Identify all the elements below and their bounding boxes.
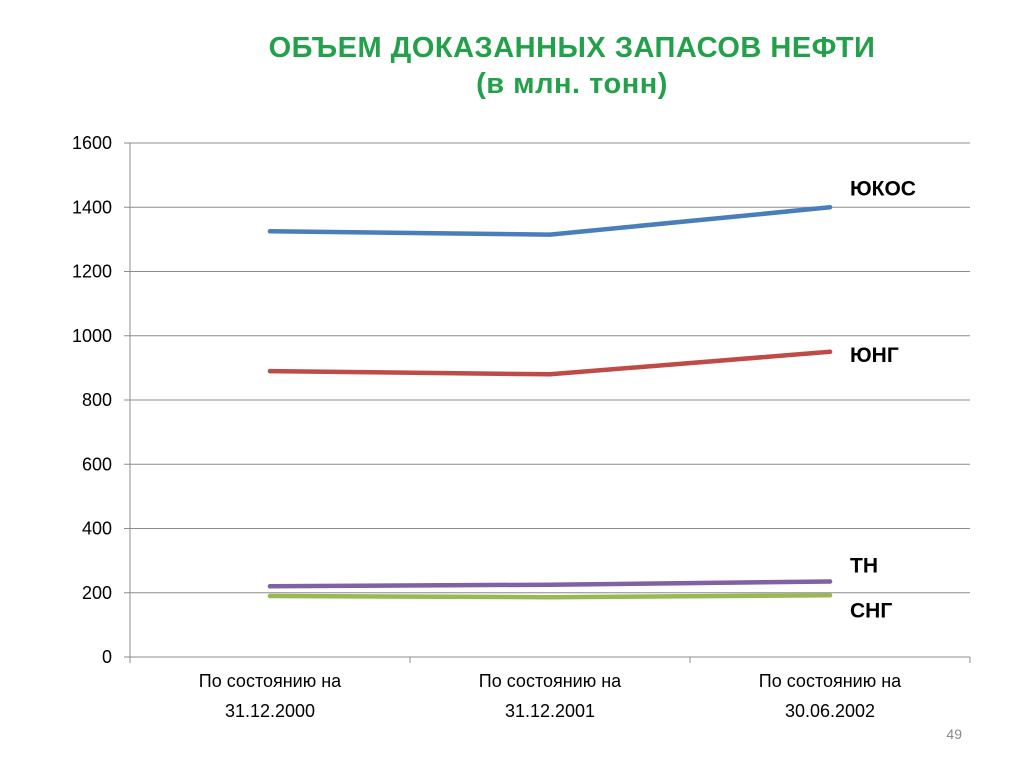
y-tick-label-1600: 1600	[72, 133, 112, 153]
series-2-point-2	[827, 579, 833, 584]
series-1-point-1	[547, 372, 553, 377]
series-0-point-1	[547, 232, 553, 237]
series-3-point-1	[547, 595, 553, 600]
title-line-2: (в млн. тонн)	[476, 68, 668, 100]
y-tick-label-400: 400	[82, 519, 112, 539]
series-label-3: СНГ	[850, 599, 892, 622]
x-category-label-1-line-0: По состоянию на	[479, 671, 622, 691]
title-line-1: ОБЪЕМ ДОКАЗАННЫХ ЗАПАСОВ НЕФТИ	[268, 32, 876, 64]
series-1-point-0	[267, 368, 273, 374]
x-category-label-0-line-0: По состоянию на	[199, 671, 342, 691]
page-number: 49	[946, 726, 962, 742]
series-line-0	[267, 205, 833, 237]
y-tick-label-0: 0	[102, 647, 112, 667]
chart-title: ОБЪЕМ ДОКАЗАННЫХ ЗАПАСОВ НЕФТИ (в млн. т…	[0, 30, 1024, 102]
series-label-1: ЮНГ	[850, 344, 899, 367]
x-category-label-0-line-1: 31.12.2000	[225, 701, 315, 721]
y-tick-label-600: 600	[82, 454, 112, 474]
y-tick-label-800: 800	[82, 390, 112, 410]
x-category-label-1-line-1: 31.12.2001	[505, 701, 595, 721]
y-tick-label-1200: 1200	[72, 262, 112, 282]
y-tick-label-1400: 1400	[72, 197, 112, 217]
y-tick-label-200: 200	[82, 583, 112, 603]
y-tick-label-1000: 1000	[72, 326, 112, 346]
series-2-point-1	[547, 582, 553, 587]
series-3-point-0	[267, 593, 273, 599]
series-0-point-0	[267, 229, 273, 234]
x-category-label-2-line-0: По состоянию на	[759, 671, 902, 691]
series-2-point-0	[267, 584, 273, 589]
series-0-point-2	[827, 205, 833, 210]
series-line-1	[267, 349, 833, 377]
series-label-0: ЮКОС	[850, 177, 916, 200]
series-label-2: ТН	[850, 555, 878, 578]
x-category-label-2-line-1: 30.06.2002	[785, 701, 875, 721]
series-1-point-2	[827, 349, 833, 355]
series-3-point-2	[827, 593, 833, 598]
